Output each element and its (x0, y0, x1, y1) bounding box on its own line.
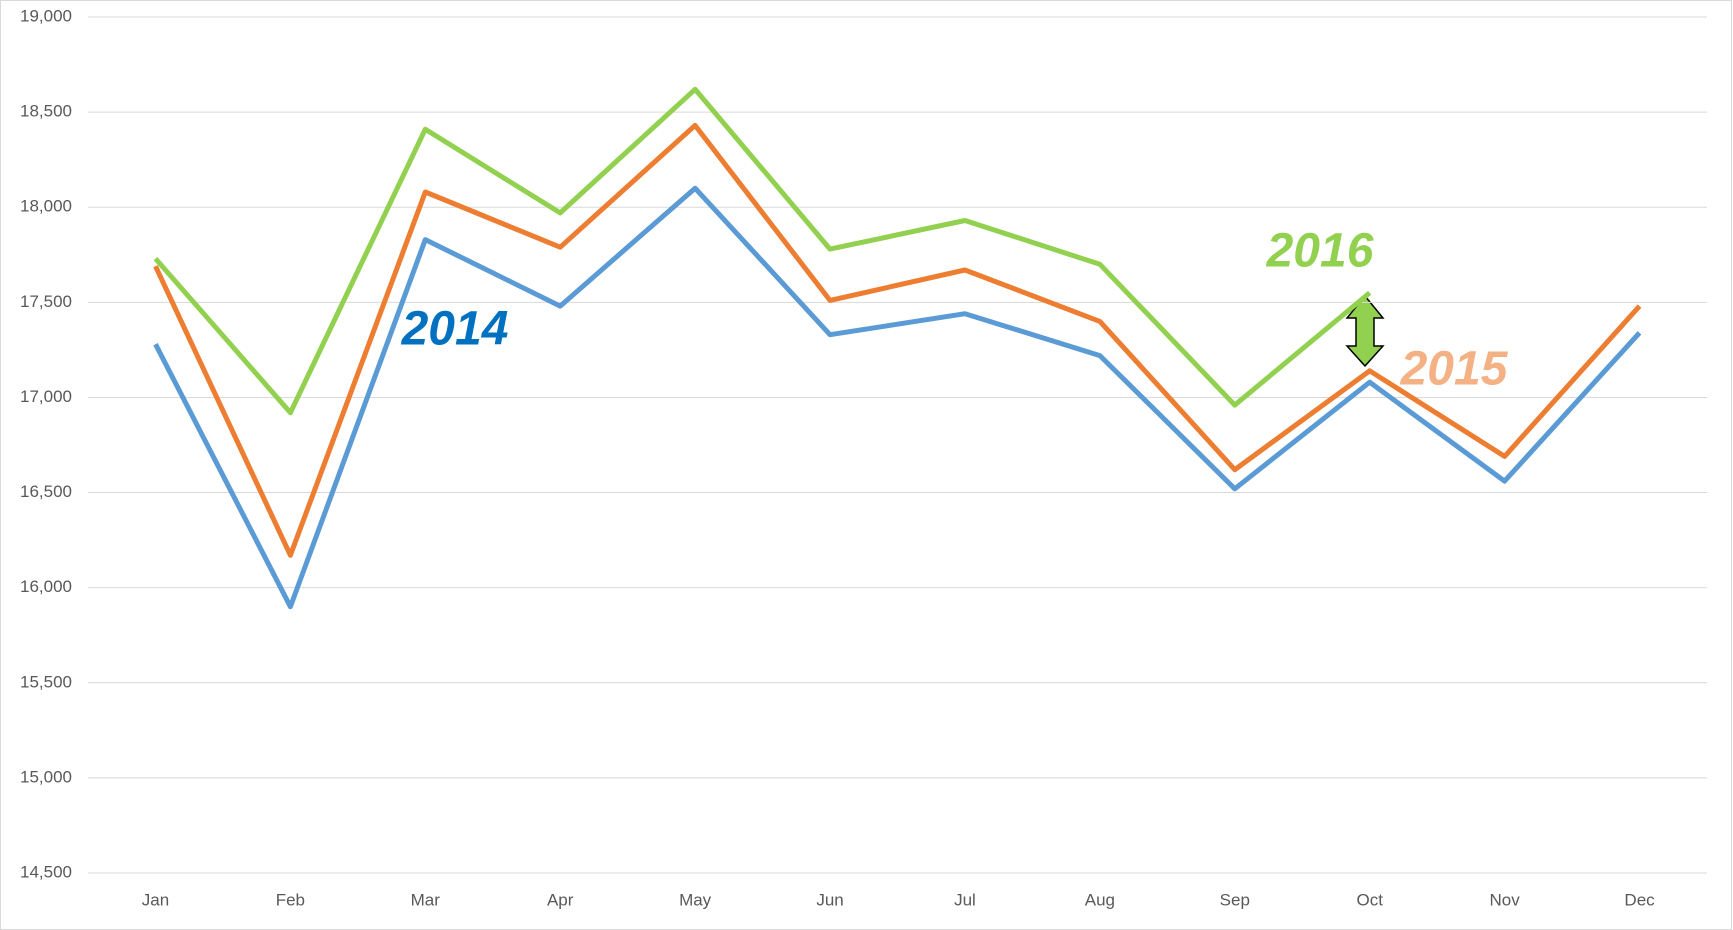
x-tick-label: Oct (1356, 890, 1383, 909)
series-label: 2016 (1266, 225, 1374, 278)
y-tick-label: 14,500 (20, 862, 72, 881)
x-tick-label: Jan (142, 890, 169, 909)
series-line (153, 185, 1642, 610)
y-tick-label: 16,000 (20, 577, 72, 596)
series-label: 2014 (401, 303, 509, 356)
series-label: 2015 (1400, 343, 1509, 396)
series-line (153, 86, 1372, 416)
x-tick-label: Nov (1490, 890, 1521, 909)
difference-arrow (1345, 294, 1385, 368)
x-tick-label: Jul (954, 890, 976, 909)
x-tick-label: Aug (1085, 890, 1115, 909)
y-tick-label: 16,500 (20, 482, 72, 501)
series-line (153, 122, 1642, 558)
y-tick-label: 18,000 (20, 197, 72, 216)
x-tick-label: May (679, 890, 712, 909)
x-tick-label: Jun (816, 890, 843, 909)
y-tick-label: 17,500 (20, 292, 72, 311)
y-tick-label: 17,000 (20, 387, 72, 406)
x-tick-label: Dec (1624, 890, 1655, 909)
x-tick-label: Mar (411, 890, 441, 909)
y-tick-label: 18,500 (20, 102, 72, 121)
x-tick-label: Apr (547, 890, 574, 909)
y-tick-label: 15,000 (20, 767, 72, 786)
x-tick-label: Sep (1220, 890, 1250, 909)
x-tick-label: Feb (276, 890, 305, 909)
y-tick-label: 19,000 (20, 6, 72, 25)
y-tick-label: 15,500 (20, 672, 72, 691)
